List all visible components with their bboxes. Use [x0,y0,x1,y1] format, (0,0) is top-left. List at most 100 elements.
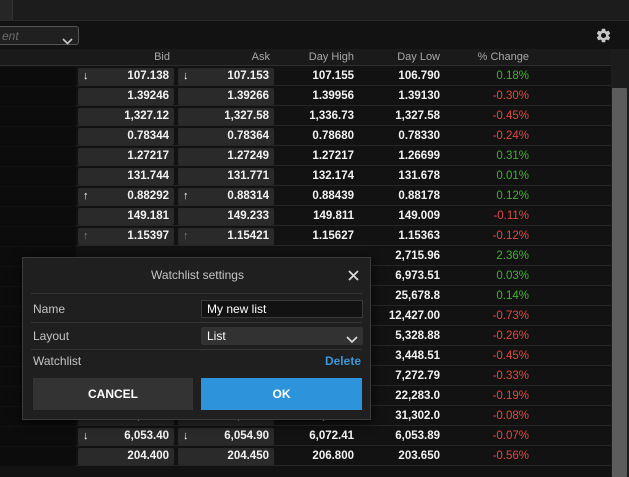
table-row[interactable]: 204.400 204.450 206.800 203.650 -0.56% [0,447,611,466]
change-cell: -0.30% [492,90,529,102]
table-row[interactable]: ↑ 0.88292 ↑ 0.88314 0.88439 0.88178 0.12% [0,187,611,206]
day-high-cell: 0.88439 [312,190,354,202]
ask-button[interactable]: ↓ 6,054.90 [178,428,274,445]
column-header-ask[interactable]: Ask [251,51,270,63]
bid-button-value: 1,327.12 [124,110,169,122]
ask-button-value: 1.39266 [227,90,269,102]
day-high-cell: 149.811 [313,210,354,222]
day-high-cell: 206.800 [312,450,354,462]
bid-button[interactable]: 131.744 [78,168,174,185]
day-low-cell: 106.790 [398,70,440,82]
change-cell: -0.08% [492,410,529,422]
bid-button[interactable]: 1,327.12 [78,108,174,125]
bid-button-value: 0.88292 [127,190,169,202]
ask-button[interactable]: 0.78364 [178,128,274,145]
bid-button[interactable]: 1.27217 [78,148,174,165]
chevron-down-icon [62,32,73,50]
table-row[interactable]: 1,327.12 1,327.58 1,336.73 1,327.58 -0.45% [0,107,611,126]
bid-button[interactable]: 0.78344 [78,128,174,145]
day-low-cell: 25,678.8 [395,290,440,302]
bid-button[interactable]: ↑ 0.88292 [78,188,174,205]
table-row[interactable]: 0.78344 0.78364 0.78680 0.78330 -0.24% [0,127,611,146]
change-cell: -0.45% [492,110,529,122]
divider [31,322,362,323]
day-low-cell: 31,302.0 [395,410,440,422]
day-low-cell: 1.15363 [398,230,440,242]
table-row[interactable]: 131.744 131.771 132.174 131.678 0.01% [0,167,611,186]
instrument-cell [0,447,76,466]
ask-button[interactable]: 131.771 [178,168,274,185]
column-headers: Bid Ask Day High Day Low % Change [0,49,611,66]
change-cell: -0.07% [492,430,529,442]
change-cell: -0.19% [492,390,529,402]
ask-button[interactable]: 149.233 [178,208,274,225]
column-header-day-high[interactable]: Day High [308,51,354,63]
table-row[interactable]: 1.39246 1.39266 1.39956 1.39130 -0.30% [0,87,611,106]
cancel-button[interactable]: CANCEL [33,378,193,410]
arrow-up-icon: ↑ [83,230,89,242]
bid-button-value: 6,053.40 [124,430,169,442]
bid-button[interactable]: ↑ 1.15397 [78,228,174,245]
day-low-cell: 2,715.96 [395,250,440,262]
table-row[interactable]: ↓ 107.138 ↓ 107.153 107.155 106.790 0.18% [0,67,611,86]
ask-button-value: 107.153 [227,70,269,82]
ask-button[interactable]: 1.27249 [178,148,274,165]
table-row[interactable]: ↑ 1.15397 ↑ 1.15421 1.15627 1.15363 -0.12% [0,227,611,246]
delete-watchlist-link[interactable]: Delete [324,354,361,368]
column-header-change[interactable]: % Change [477,51,529,63]
layout-label: Layout [33,329,70,343]
close-icon[interactable] [348,268,359,286]
ok-button[interactable]: OK [201,378,362,410]
ask-button-value: 204.450 [227,450,269,462]
ask-button[interactable]: 1,327.58 [178,108,274,125]
column-header-day-low[interactable]: Day Low [397,51,440,63]
scrollbar-thumb[interactable] [612,88,627,477]
gear-icon[interactable] [595,27,612,49]
change-cell: -0.12% [492,230,529,242]
change-cell: -0.26% [492,330,529,342]
ask-button-value: 1.27249 [227,150,269,162]
instrument-cell [0,67,76,86]
change-cell: -0.45% [492,350,529,362]
day-low-cell: 3,448.51 [395,350,440,362]
day-low-cell: 22,283.0 [395,390,440,402]
layout-select[interactable]: List [201,327,363,345]
tab[interactable] [0,0,13,20]
ask-button[interactable]: 1.39266 [178,88,274,105]
toolbar: ent [0,22,629,48]
table-row[interactable]: 149.181 149.233 149.811 149.009 -0.11% [0,207,611,226]
instrument-cell [0,227,76,246]
day-low-cell: 1.26699 [398,150,440,162]
column-header-bid[interactable]: Bid [154,51,170,63]
day-high-cell: 1.15627 [312,230,354,242]
change-cell: 0.18% [496,70,529,82]
day-low-cell: 6,053.89 [395,430,440,442]
ask-button[interactable]: ↑ 0.88314 [178,188,274,205]
bid-button[interactable]: ↓ 107.138 [78,68,174,85]
day-high-cell: 107.155 [312,70,354,82]
day-low-cell: 0.78330 [398,130,440,142]
change-cell: 0.03% [496,270,529,282]
bid-button[interactable]: 204.400 [78,448,174,465]
bid-button[interactable]: ↓ 6,053.40 [78,428,174,445]
change-cell: 0.14% [496,290,529,302]
day-low-cell: 203.650 [398,450,440,462]
ask-button[interactable]: ↓ 107.153 [178,68,274,85]
instrument-cell [0,87,76,106]
bid-button[interactable]: 149.181 [78,208,174,225]
instrument-cell [0,127,76,146]
name-field[interactable] [201,300,363,318]
bid-button[interactable]: 1.39246 [78,88,174,105]
ask-button-value: 1,327.58 [224,110,269,122]
bid-button-value: 1.15397 [127,230,169,242]
ask-button[interactable]: ↑ 1.15421 [178,228,274,245]
table-row[interactable]: ↓ 6,053.40 ↓ 6,054.90 6,072.41 6,053.89 -0.07% [0,427,611,446]
change-cell: 0.12% [496,190,529,202]
table-row[interactable]: 1.27217 1.27249 1.27217 1.26699 0.31% [0,147,611,166]
bid-button-value: 0.78344 [127,130,169,142]
instrument-cell [0,187,76,206]
day-low-cell: 1.39130 [398,90,440,102]
filter-select[interactable]: ent [0,26,79,45]
ask-button[interactable]: 204.450 [178,448,274,465]
